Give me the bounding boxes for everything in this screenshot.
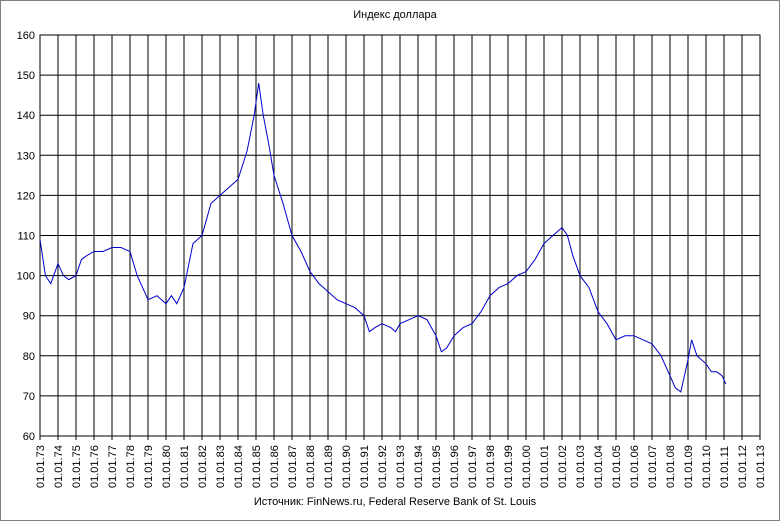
chart-source: Источник: FinNews.ru, Federal Reserve Ba… <box>254 496 537 508</box>
x-tick-label: 01.01.95 <box>431 445 443 488</box>
x-tick-label: 01.01.10 <box>701 445 713 488</box>
x-tick-label: 01.01.82 <box>197 445 209 488</box>
y-tick-label: 90 <box>23 311 35 323</box>
x-tick-label: 01.01.01 <box>539 445 551 488</box>
x-tick-label: 01.01.76 <box>89 445 101 488</box>
x-tick-label: 01.01.92 <box>377 445 389 488</box>
y-tick-label: 100 <box>17 271 35 283</box>
x-tick-label: 01.01.11 <box>719 446 731 488</box>
y-tick-label: 160 <box>17 30 35 42</box>
x-tick-label: 01.01.86 <box>269 445 281 488</box>
x-tick-label: 01.01.04 <box>593 445 605 488</box>
x-tick-label: 01.01.93 <box>395 445 407 488</box>
x-tick-label: 01.01.12 <box>737 445 749 488</box>
y-tick-label: 120 <box>17 190 35 202</box>
x-tick-label: 01.01.78 <box>125 445 137 488</box>
y-tick-label: 80 <box>23 351 35 363</box>
x-tick-label: 01.01.91 <box>359 445 371 488</box>
x-tick-label: 01.01.06 <box>629 445 641 488</box>
x-tick-label: 01.01.98 <box>485 445 497 488</box>
x-tick-label: 01.01.00 <box>521 445 533 488</box>
x-tick-label: 01.01.85 <box>251 445 263 488</box>
y-tick-label: 150 <box>17 70 35 82</box>
y-tick-label: 110 <box>17 231 35 243</box>
x-tick-label: 01.01.08 <box>665 445 677 488</box>
x-tick-label: 01.01.84 <box>233 445 245 488</box>
x-tick-label: 01.01.73 <box>35 445 47 488</box>
x-tick-label: 01.01.02 <box>557 445 569 488</box>
x-tick-label: 01.01.89 <box>323 445 335 488</box>
x-tick-label: 01.01.83 <box>215 445 227 488</box>
y-tick-label: 70 <box>23 391 35 403</box>
x-tick-label: 01.01.07 <box>647 445 659 488</box>
y-tick-label: 130 <box>17 150 35 162</box>
x-tick-label: 01.01.96 <box>449 445 461 488</box>
y-tick-label: 140 <box>17 110 35 122</box>
x-tick-label: 01.01.05 <box>611 445 623 488</box>
x-tick-label: 01.01.13 <box>755 445 767 488</box>
x-tick-label: 01.01.94 <box>413 445 425 488</box>
x-tick-label: 01.01.99 <box>503 445 515 488</box>
chart-title: Индекс доллара <box>353 9 437 21</box>
x-tick-label: 01.01.77 <box>107 445 119 488</box>
series-line <box>39 83 727 393</box>
x-tick-label: 01.01.88 <box>305 445 317 488</box>
y-tick-label: 60 <box>23 431 35 443</box>
x-tick-label: 01.01.87 <box>287 445 299 488</box>
x-tick-label: 01.01.79 <box>143 445 155 488</box>
x-tick-label: 01.01.09 <box>683 445 695 488</box>
x-tick-label: 01.01.90 <box>341 445 353 488</box>
x-tick-label: 01.01.75 <box>71 445 83 488</box>
x-tick-label: 01.01.80 <box>161 445 173 488</box>
x-tick-label: 01.01.81 <box>179 445 191 488</box>
x-tick-label: 01.01.74 <box>53 445 65 488</box>
y-axis-ticks: 60 70 80 90 100 110 120 130 140 150 160 <box>17 30 35 443</box>
x-tick-label: 01.01.97 <box>467 445 479 488</box>
x-tick-label: 01.01.03 <box>575 445 587 488</box>
gridlines <box>39 34 761 440</box>
x-axis-ticks: 01.01.73 01.01.74 01.01.75 01.01.76 01.01.77… <box>35 445 767 488</box>
